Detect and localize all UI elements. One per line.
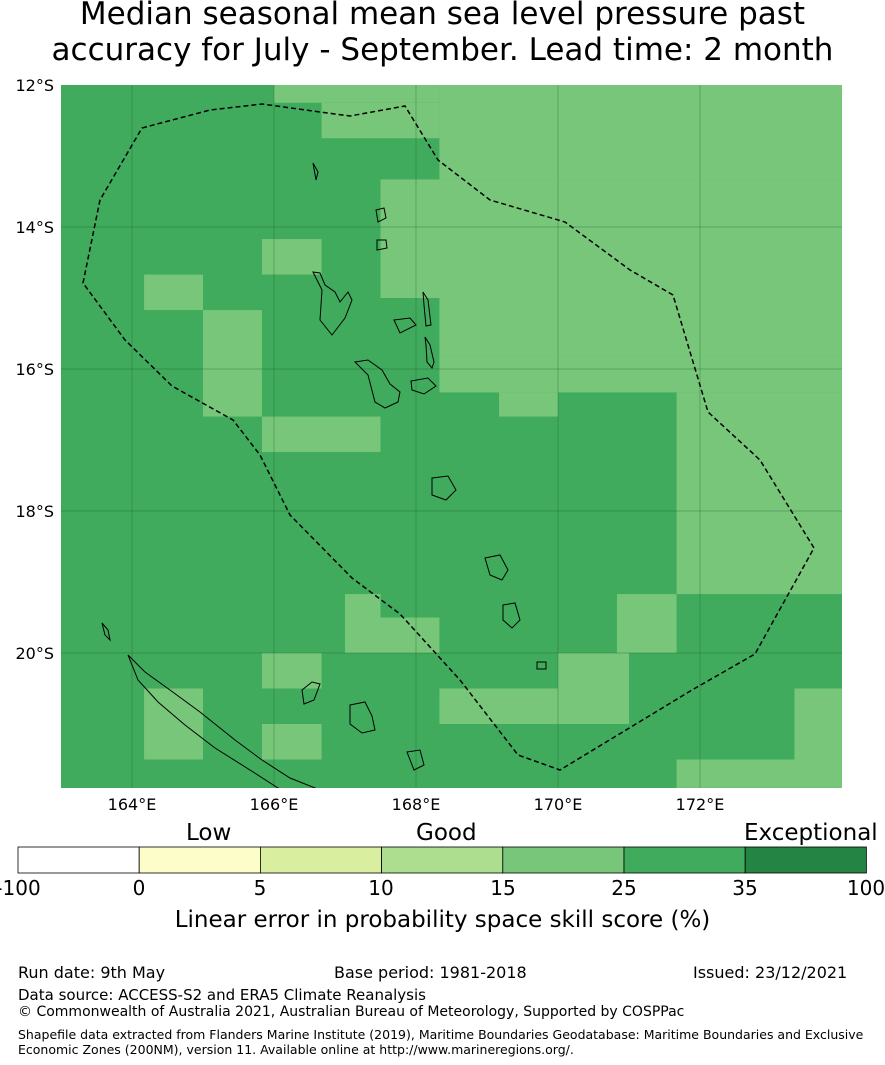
skill-cell xyxy=(439,688,629,724)
colorbar-segment xyxy=(17,846,140,874)
skill-cell xyxy=(439,356,842,393)
data-source: Data source: ACCESS-S2 and ERA5 Climate … xyxy=(18,986,426,1004)
skill-cell xyxy=(794,688,842,760)
island-coastline xyxy=(375,207,387,223)
skill-cell xyxy=(616,594,677,653)
skill-cell xyxy=(439,85,842,180)
island-coastline xyxy=(312,162,319,181)
colorbar-label: Linear error in probability space skill … xyxy=(174,907,711,933)
skill-cell xyxy=(345,617,440,653)
colorbar-tick: 5 xyxy=(253,876,267,900)
lat-tick-label: 20°S xyxy=(15,644,54,663)
lat-tick-label: 18°S xyxy=(15,502,54,521)
skill-cell xyxy=(261,653,322,689)
island-coastline xyxy=(424,336,435,370)
colorbar-segment xyxy=(502,846,625,874)
island-coastline xyxy=(312,271,353,336)
map-layer: 12°S 14°S 16°S 18°S 20°S 164°E 166°E 168°E 170°E… xyxy=(15,76,842,814)
skill-cell xyxy=(558,653,629,689)
colorbar-tick: 15 xyxy=(490,876,516,900)
lon-tick-label: 164°E xyxy=(108,795,157,814)
colorbar-segment xyxy=(138,846,261,874)
colorbar-segment xyxy=(381,846,504,874)
island-coastline xyxy=(484,554,509,581)
shapefile-credit-line1: Shapefile data extracted from Flanders M… xyxy=(18,1027,864,1042)
colorbar-segment xyxy=(259,846,382,874)
island-coastline xyxy=(376,239,388,251)
colorbar-segment xyxy=(744,846,867,874)
island-coastline xyxy=(422,291,432,327)
skill-cell xyxy=(345,594,381,618)
skill-cell xyxy=(676,392,842,595)
new-caledonia-coastline xyxy=(127,654,317,788)
lat-tick-label: 14°S xyxy=(15,218,54,237)
colorbar-tick: -100 xyxy=(0,876,41,900)
skill-cell xyxy=(321,102,440,139)
chart-title-line1: Median seasonal mean sea level pressure … xyxy=(79,0,806,32)
skill-cell xyxy=(261,416,381,453)
category-good-label: Good xyxy=(416,820,477,846)
skill-cell xyxy=(676,759,842,788)
skill-cell xyxy=(261,239,322,275)
skill-cell xyxy=(144,688,203,760)
lon-tick-label: 166°E xyxy=(250,795,299,814)
island-coastline xyxy=(536,661,547,670)
island-coastline xyxy=(349,701,376,734)
skill-cell xyxy=(499,392,558,417)
lon-tick-label: 168°E xyxy=(392,795,441,814)
colorbar-segment xyxy=(623,846,746,874)
skill-cell xyxy=(261,724,322,760)
colorbar-tick: 0 xyxy=(132,876,146,900)
base-period: Base period: 1981-2018 xyxy=(334,963,527,982)
lon-tick-label: 170°E xyxy=(534,795,583,814)
island-coastline xyxy=(431,475,457,501)
island-coastline xyxy=(101,622,111,642)
colorbar-tick: 10 xyxy=(368,876,394,900)
island-coastline xyxy=(406,749,425,771)
copyright: © Commonwealth of Australia 2021, Austra… xyxy=(18,1004,685,1020)
skill-cell xyxy=(380,179,842,298)
skill-cell xyxy=(203,310,262,417)
island-coastline xyxy=(410,377,437,395)
skill-cell xyxy=(144,274,203,311)
chart-title-line2: accuracy for July - September. Lead time… xyxy=(51,32,834,68)
category-low-label: Low xyxy=(186,820,232,846)
island-coastline xyxy=(502,602,521,629)
skill-cell xyxy=(274,85,440,103)
island-coastline xyxy=(393,317,417,334)
colorbar-tick: 100 xyxy=(846,876,885,900)
skill-cell xyxy=(439,298,842,357)
lat-tick-label: 16°S xyxy=(15,360,54,379)
category-exceptional-label: Exceptional xyxy=(744,820,878,846)
colorbar-tick: 25 xyxy=(611,876,637,900)
run-date: Run date: 9th May xyxy=(18,963,166,982)
colorbar xyxy=(17,846,867,874)
lon-tick-label: 172°E xyxy=(676,795,725,814)
lat-tick-label: 12°S xyxy=(15,76,54,95)
island-coastline xyxy=(353,359,401,409)
colorbar-tick: 35 xyxy=(732,876,758,900)
issued-date: Issued: 23/12/2021 xyxy=(693,963,848,982)
island-coastline xyxy=(301,681,321,705)
shapefile-credit-line2: Economic Zones (200NM), version 11. Avai… xyxy=(18,1042,574,1057)
eez-boundary xyxy=(82,103,815,771)
